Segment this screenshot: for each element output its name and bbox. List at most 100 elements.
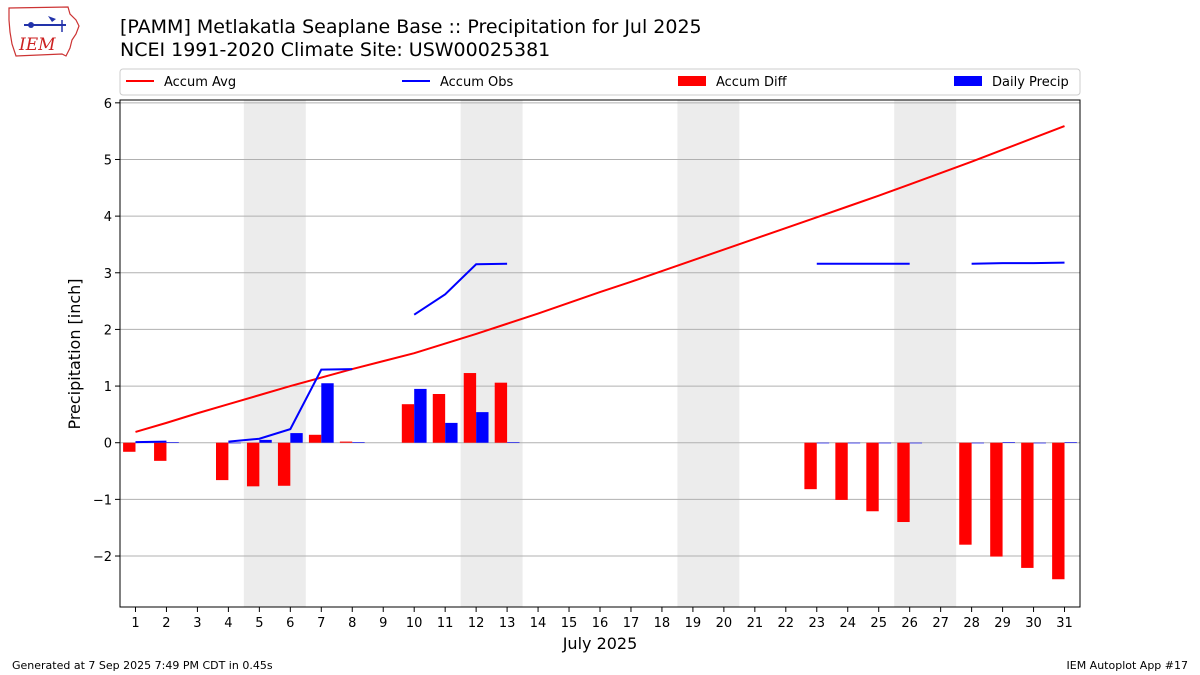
x-tick-label: 31: [1056, 616, 1073, 631]
weekend-bands: [243, 100, 957, 607]
accum-diff-bar: [216, 442, 229, 481]
legend-label-accum-avg: Accum Avg: [164, 75, 236, 90]
x-tick-label: 26: [901, 616, 918, 631]
accum-diff-bar: [277, 442, 291, 486]
iowa-state-outline: [8, 6, 80, 57]
legend-label-daily-precip: Daily Precip: [992, 75, 1069, 90]
y-tick-label: 2: [104, 323, 112, 338]
x-tick-label: 24: [839, 616, 856, 631]
accum-diff-bar: [463, 373, 477, 443]
daily-precip-bar: [259, 439, 272, 443]
x-tick-label: 28: [963, 616, 980, 631]
x-tick-label: 5: [255, 616, 263, 631]
x-tick-label: 8: [348, 616, 356, 631]
x-axis: 1 2 3 4 5 6 7 8 9 10 11 12 13 14 15 16 17 18 19 20 21 22 23 24 2…: [131, 607, 1073, 631]
legend-box: [119, 68, 1081, 96]
x-tick-label: 22: [778, 616, 795, 631]
daily-precip-bar: [476, 412, 489, 443]
daily-precip-bar: [816, 442, 830, 444]
x-tick-label: 16: [592, 616, 609, 631]
x-tick-label: 18: [654, 616, 671, 631]
accum-obs-line: [228, 368, 353, 443]
y-tick-label: 6: [104, 97, 112, 112]
weekend-band: [460, 100, 523, 607]
accum-diff-bar: [835, 442, 848, 500]
daily-precip-bar: [290, 433, 303, 443]
daily-precip-bar: [507, 442, 520, 443]
accum-diff-bar: [1052, 442, 1065, 580]
x-tick-label: 9: [379, 616, 387, 631]
accum-diff-bar: [1021, 442, 1034, 568]
accum-avg-line: [135, 125, 1065, 433]
legend-label-accum-diff: Accum Diff: [716, 75, 788, 90]
x-tick-label: 4: [224, 616, 232, 631]
x-tick-label: 23: [809, 616, 826, 631]
daily-precip-bar: [909, 442, 923, 444]
daily-precip-bar: [1033, 442, 1046, 444]
daily-precip-bar: [1064, 442, 1077, 443]
legend-swatch-daily-precip: [954, 76, 982, 86]
y-tick-label: 0: [104, 437, 112, 452]
footer-generated: Generated at 7 Sep 2025 7:49 PM CDT in 0…: [12, 659, 273, 672]
accum-obs-line: [413, 262, 508, 316]
x-tick-label: 7: [317, 616, 325, 631]
accum-diff-bar: [154, 442, 167, 461]
legend-swatch-accum-diff: [678, 76, 706, 86]
accum-diff-bar: [308, 434, 322, 443]
weekend-band: [677, 100, 740, 607]
legend: Accum Avg Accum Obs Accum Diff Daily Pre…: [119, 68, 1081, 96]
accum-diff-bar: [804, 442, 817, 490]
accum-diff-bar: [339, 441, 353, 443]
daily-precip-bar: [971, 442, 984, 444]
x-tick-label: 29: [994, 616, 1011, 631]
y-tick-label: 4: [104, 210, 112, 225]
x-tick-label: 14: [530, 616, 547, 631]
legend-label-accum-obs: Accum Obs: [440, 75, 513, 90]
y-tick-label: 1: [104, 380, 112, 395]
daily-precip-bar: [321, 383, 334, 443]
x-tick-label: 30: [1025, 616, 1042, 631]
chart-title: [PAMM] Metlakatla Seaplane Base :: Preci…: [120, 16, 702, 38]
x-tick-label: 21: [747, 616, 764, 631]
x-tick-label: 1: [131, 616, 139, 631]
x-axis-label: July 2025: [562, 634, 638, 653]
accum-diff-bar: [866, 442, 879, 512]
daily-precip-bar: [352, 442, 365, 443]
accum-diff-bar: [494, 382, 508, 443]
y-tick-label: 3: [104, 267, 112, 282]
accum-diff-bar: [990, 442, 1003, 557]
weekend-band: [894, 100, 957, 607]
x-tick-label: 2: [162, 616, 170, 631]
x-tick-label: 25: [870, 616, 887, 631]
footer-app: IEM Autoplot App #17: [1066, 659, 1189, 672]
accum-diff-bar: [959, 442, 972, 545]
y-tick-label: −2: [93, 550, 112, 565]
x-tick-label: 20: [716, 616, 733, 631]
chart-marks: [123, 125, 1077, 580]
x-tick-label: 27: [932, 616, 949, 631]
y-tick-label: −1: [93, 493, 112, 508]
x-tick-label: 13: [499, 616, 516, 631]
daily-precip-bar: [847, 442, 861, 444]
x-tick-label: 17: [623, 616, 640, 631]
x-tick-label: 12: [468, 616, 485, 631]
daily-precip-bar: [1002, 442, 1015, 443]
x-tick-label: 19: [685, 616, 702, 631]
accum-obs-line: [135, 440, 167, 444]
x-tick-label: 11: [437, 616, 454, 631]
logo-text: IEM: [18, 35, 56, 55]
grid-lines: [120, 102, 1080, 557]
accum-diff-bar: [401, 404, 415, 443]
daily-precip-bar: [166, 442, 179, 443]
weekend-band: [243, 100, 306, 607]
daily-precip-bar: [228, 442, 241, 444]
y-axis-label: Precipitation [inch]: [65, 278, 84, 429]
daily-precip-bar: [445, 422, 458, 443]
x-tick-label: 6: [286, 616, 294, 631]
daily-precip-bar: [878, 442, 892, 444]
accum-diff-bar: [432, 394, 446, 443]
x-tick-label: 10: [406, 616, 423, 631]
accum-obs-line: [971, 261, 1065, 265]
y-axis: −2 −1 0 1 2 3 4 5 6: [93, 97, 120, 565]
